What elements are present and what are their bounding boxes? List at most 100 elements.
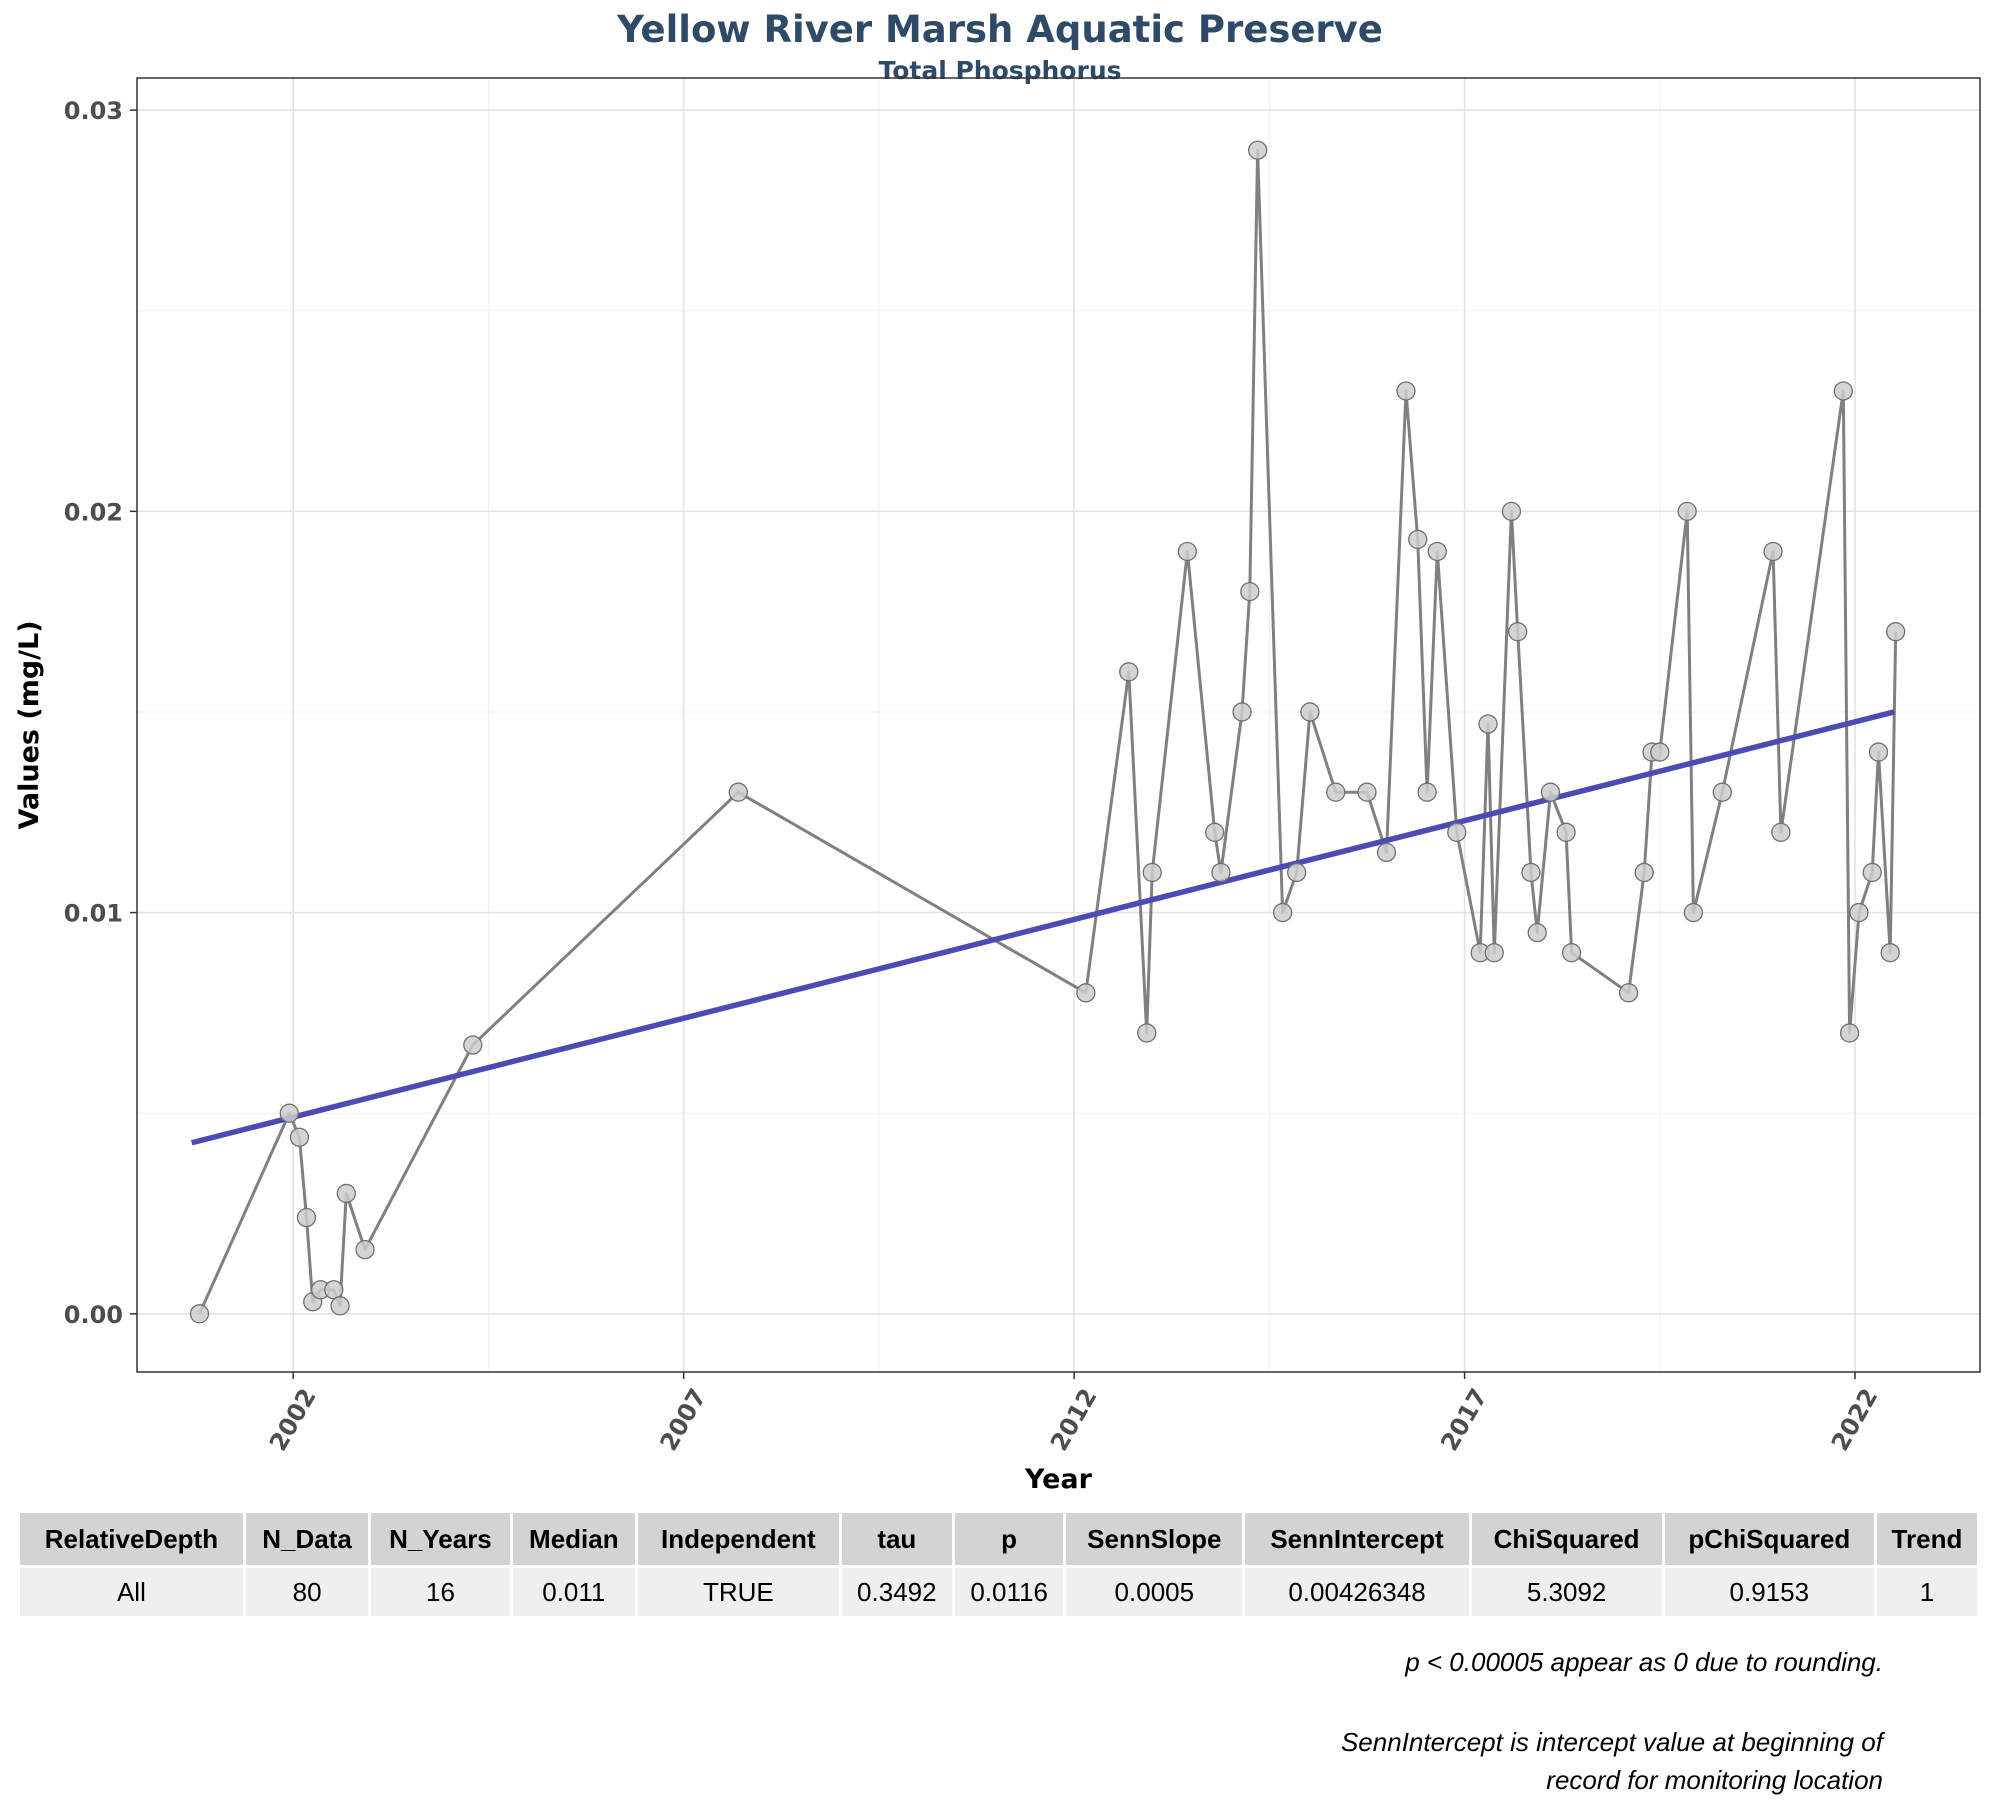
data-point [1142,862,1162,883]
data-point [1501,501,1522,521]
data-point [1880,943,1900,963]
x-axis-title: Year [1024,1464,1093,1490]
plot-panel-border [136,77,1981,1373]
data-point [728,782,748,802]
cell-tau: 0.3492 [840,1565,956,1616]
cell-trend: 1 [1875,1565,1981,1616]
data-point [1326,782,1346,802]
data-point [1763,541,1783,562]
intercept-note-line-2: record for monitoring location [1546,1765,1883,1795]
data-point [1849,902,1869,923]
data-point [355,1239,375,1260]
intercept-note: SennIntercept is intercept value at begi… [1341,1723,1883,1799]
data-point [463,1035,483,1055]
rounding-note: p < 0.00005 appear as 0 due to rounding. [1405,1647,1883,1677]
header-pchisquared: pChiSquared [1663,1513,1877,1567]
data-point [1508,622,1528,642]
y-tick-label: 0.02 [64,498,123,526]
data-point [1478,714,1498,734]
ticks-layer: 0.00 0.01 0.02 0.03 2002 2007 2012 2017 2022 [64,97,1884,1456]
data-point [296,1207,317,1228]
data-point [1272,902,1293,923]
data-point [324,1280,344,1300]
header-tau: tau [840,1513,956,1567]
stats-table: RelativeDepth N_Data N_Years Median Inde… [20,1513,1981,1616]
data-point [336,1183,356,1204]
cell-chisquared: 5.3092 [1470,1565,1665,1616]
header-median: Median [511,1513,639,1567]
data-point [1447,822,1467,842]
y-axis-title: Values (mg/L) [14,620,45,829]
header-sennslope: SennSlope [1064,1513,1246,1567]
data-point [1396,381,1416,401]
data-point [1300,702,1320,722]
data-point [1211,862,1231,883]
chart-svg: 0.00 0.01 0.02 0.03 2002 2007 2012 2017 2022 Yea… [14,77,1981,1490]
data-point [189,1304,210,1324]
data-point [1177,541,1198,562]
data-point [289,1127,310,1147]
data-point [1484,943,1504,963]
y-tick-label: 0.00 [64,1301,123,1329]
cell-n-years: 16 [369,1565,513,1616]
header-relativedepth: RelativeDepth [20,1513,246,1567]
header-chisquared: ChiSquared [1470,1513,1665,1567]
data-point [1287,862,1307,883]
data-point [1886,622,1906,642]
cell-pchisquared: 0.9153 [1663,1565,1877,1616]
x-tick-label: 2002 [264,1384,322,1456]
data-point [1868,742,1889,762]
chart-subtitle: Total Phosphorus [878,56,1122,85]
data-point [1833,381,1853,401]
x-tick-label: 2012 [1045,1384,1103,1456]
cell-p: 0.0116 [953,1565,1067,1616]
header-p: p [953,1513,1067,1567]
cell-median: 0.011 [511,1565,639,1616]
header-sennintercept: SennIntercept [1243,1513,1472,1567]
data-point [1076,983,1096,1003]
series-layer [189,140,1906,1324]
data-point [330,1296,350,1316]
trend-line [190,709,1895,1146]
data-point [1712,782,1732,802]
y-tick-label: 0.01 [64,900,123,928]
data-point [1650,742,1670,762]
data-point [1540,782,1561,802]
cell-n-data: 80 [244,1565,372,1616]
data-point [1677,501,1697,521]
data-point [1527,922,1547,943]
cell-relativedepth: All [20,1565,246,1616]
data-point [1618,983,1639,1003]
data-point [1771,822,1791,842]
data-point [1205,822,1225,842]
header-independent: Independent [636,1513,842,1567]
header-n-years: N_Years [369,1513,513,1567]
data-point [1634,862,1654,883]
data-point [1839,1023,1860,1043]
header-trend: Trend [1875,1513,1981,1567]
data-point [1683,902,1704,923]
x-tick-label: 2022 [1826,1384,1884,1456]
header-n-data: N_Data [244,1513,372,1567]
observation-line [198,148,1898,1315]
cell-sennintercept: 0.00426348 [1243,1565,1472,1616]
data-point [1119,662,1139,682]
major-grid [137,78,1980,1372]
chart-title: Yellow River Marsh Aquatic Preserve [617,8,1383,51]
x-tick-label: 2007 [654,1384,712,1456]
data-point [1862,862,1882,883]
data-point [1376,842,1397,863]
cell-sennslope: 0.0005 [1064,1565,1246,1616]
data-point [1556,822,1576,842]
data-point [1561,943,1582,963]
data-point [1521,862,1541,883]
data-point [1357,782,1377,802]
cell-independent: TRUE [636,1565,842,1616]
table-row: All 80 16 0.011 TRUE 0.3492 0.0116 0.000… [20,1565,1981,1616]
data-point [1240,581,1260,602]
data-point [1417,782,1437,802]
data-point [279,1103,299,1123]
stats-header-row: RelativeDepth N_Data N_Years Median Inde… [20,1513,1981,1567]
data-point [1137,1023,1157,1043]
data-point [1232,702,1252,722]
